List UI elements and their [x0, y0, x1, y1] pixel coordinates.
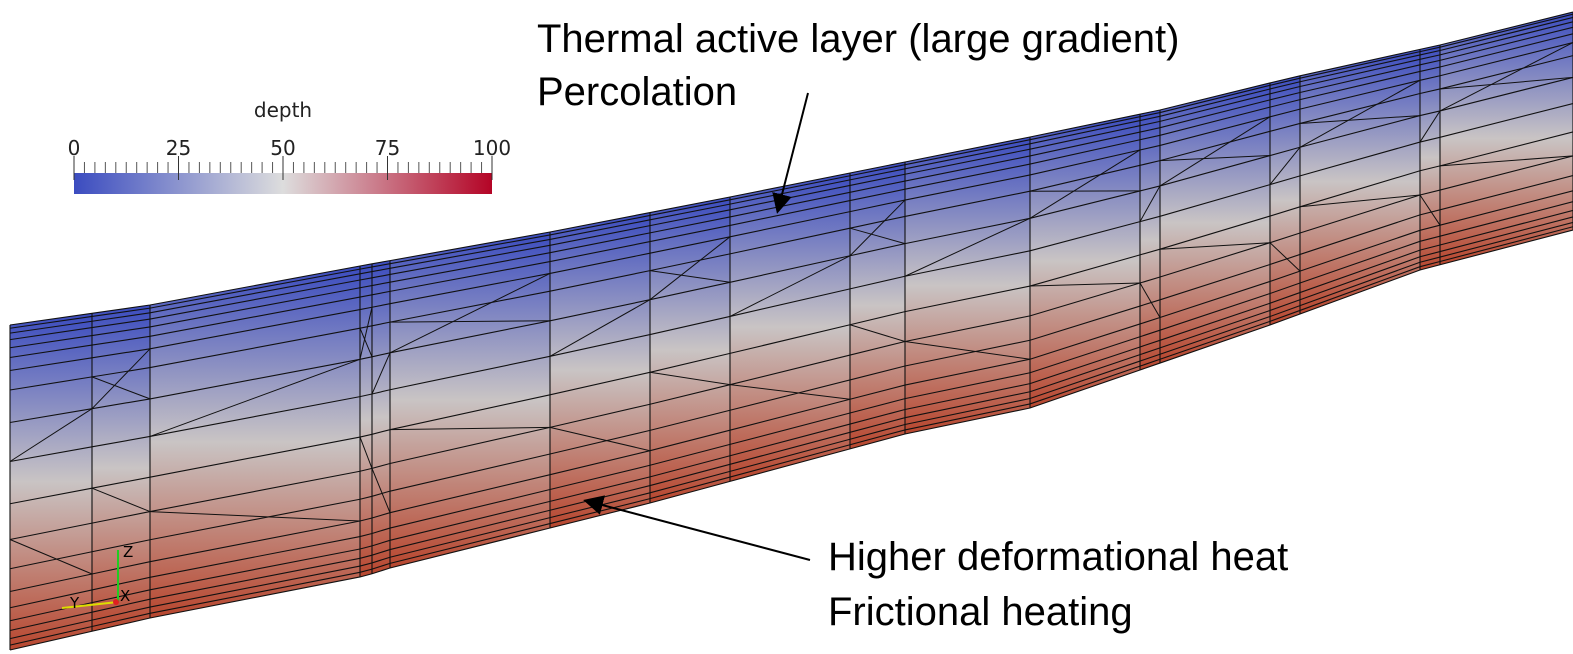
annotation: Frictional heating	[828, 590, 1133, 634]
mesh-cell	[360, 264, 373, 577]
tick-label: 100	[473, 136, 511, 160]
tick-label: 50	[270, 136, 295, 160]
annotation: Thermal active layer (large gradient)	[537, 17, 1179, 61]
triad-label: X	[120, 587, 130, 605]
figure: depth 0 25 50 75 100 Thermal active layer (l…	[0, 0, 1573, 654]
mesh-cell	[92, 305, 151, 631]
mesh-cell	[372, 261, 391, 574]
arrow	[587, 501, 810, 560]
mesh-cell	[905, 137, 1031, 434]
annotation: Higher deformational heat	[828, 535, 1288, 579]
mesh-cell	[1030, 114, 1141, 408]
annotation: Percolation	[537, 70, 737, 114]
mesh-cell	[150, 266, 361, 618]
mesh-cell	[730, 173, 851, 481]
triad-axis	[113, 599, 119, 605]
triad-label: Z	[123, 543, 133, 561]
colorbar: depth 0 25 50 75 100	[68, 98, 511, 194]
mesh-cell	[650, 197, 731, 503]
tick-label: 0	[68, 136, 81, 160]
tick-label: 25	[166, 136, 191, 160]
colorbar-title: depth	[254, 98, 312, 122]
tick-label: 75	[375, 136, 400, 160]
mesh-cell	[1160, 83, 1271, 363]
mesh-cell	[1420, 45, 1441, 270]
triad-label: Y	[69, 594, 80, 612]
mesh-cell	[1300, 49, 1421, 314]
